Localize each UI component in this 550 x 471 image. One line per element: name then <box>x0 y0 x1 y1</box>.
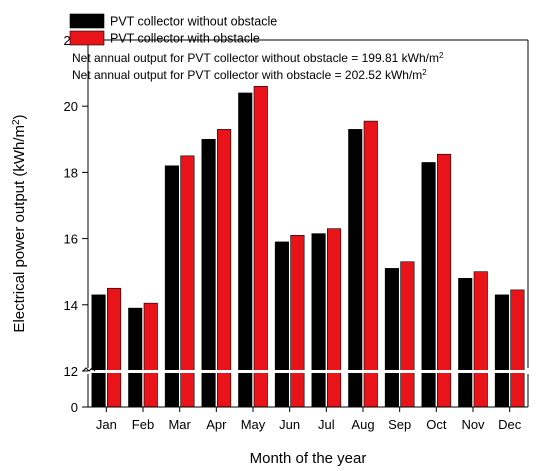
legend-swatch-with-obstacle <box>69 30 105 46</box>
bar-feb-without-obstacle <box>128 307 143 408</box>
bar-apr-with-obstacle <box>217 129 232 408</box>
x-tick-label-oct: Oct <box>426 417 447 432</box>
bar-jul-without-obstacle <box>311 233 326 408</box>
annotations: Net annual output for PVT collector with… <box>72 51 444 83</box>
bar-jan-without-obstacle <box>91 294 106 408</box>
x-tick-label-apr: Apr <box>206 417 227 432</box>
y-tick-label: 18 <box>64 165 78 180</box>
x-tick-label-aug: Aug <box>351 417 374 432</box>
bar-feb-with-obstacle <box>143 302 158 408</box>
bar-jul-with-obstacle <box>327 228 342 408</box>
bar-jun-without-obstacle <box>274 241 289 408</box>
y-tick-label-zero: 0 <box>71 400 78 415</box>
x-tick-label-jan: Jan <box>96 417 117 432</box>
x-axis-title: Month of the year <box>250 450 367 467</box>
bar-dec-with-obstacle <box>510 289 525 408</box>
bar-mar-with-obstacle <box>180 155 195 408</box>
x-tick-label-sep: Sep <box>388 417 411 432</box>
x-tick-label-dec: Dec <box>498 417 522 432</box>
bar-oct-with-obstacle <box>437 153 452 408</box>
x-tick-label-mar: Mar <box>168 417 191 432</box>
bar-dec-without-obstacle <box>494 294 509 408</box>
axis-break-symbol <box>82 367 96 372</box>
x-tick-label-feb: Feb <box>132 417 154 432</box>
x-tick-label-nov: Nov <box>461 417 485 432</box>
legend-label-without-obstacle: PVT collector without obstacle <box>110 15 277 29</box>
bar-jun-with-obstacle <box>290 234 305 408</box>
y-tick-label: 14 <box>64 298 78 313</box>
annotation-net-output-with-obstacle: Net annual output for PVT collector with… <box>72 68 427 83</box>
bar-jan-with-obstacle <box>107 287 122 408</box>
y-axis-title: Electrical power output (kWh/m2) <box>11 114 29 332</box>
bar-may-with-obstacle <box>253 86 268 408</box>
axis-break-band <box>89 370 527 373</box>
legend: PVT collector without obstacle PVT collec… <box>69 13 277 46</box>
bar-sep-with-obstacle <box>400 261 415 408</box>
bar-may-without-obstacle <box>238 92 253 408</box>
bars-group <box>91 86 525 408</box>
annotation-net-output-without-obstacle: Net annual output for PVT collector with… <box>72 51 444 66</box>
legend-label-with-obstacle: PVT collector with obstacle <box>110 32 260 46</box>
axes-group: Jan Feb Mar Apr May Jun Jul Aug Sep Oct Nov Dec 12 14… <box>11 33 529 467</box>
bar-nov-with-obstacle <box>473 271 488 408</box>
bar-sep-without-obstacle <box>384 268 399 408</box>
bar-apr-without-obstacle <box>201 139 216 408</box>
y-tick-label: 20 <box>64 99 78 114</box>
y-tick-label: 12 <box>64 364 78 379</box>
x-tick-label-jul: Jul <box>318 417 335 432</box>
bar-aug-with-obstacle <box>363 120 378 408</box>
x-tick-label-jun: Jun <box>279 417 300 432</box>
legend-swatch-without-obstacle <box>69 13 105 29</box>
bar-nov-without-obstacle <box>458 278 473 408</box>
y-tick-label: 16 <box>64 232 78 247</box>
x-tick-label-may: May <box>241 417 266 432</box>
bar-aug-without-obstacle <box>348 129 363 408</box>
